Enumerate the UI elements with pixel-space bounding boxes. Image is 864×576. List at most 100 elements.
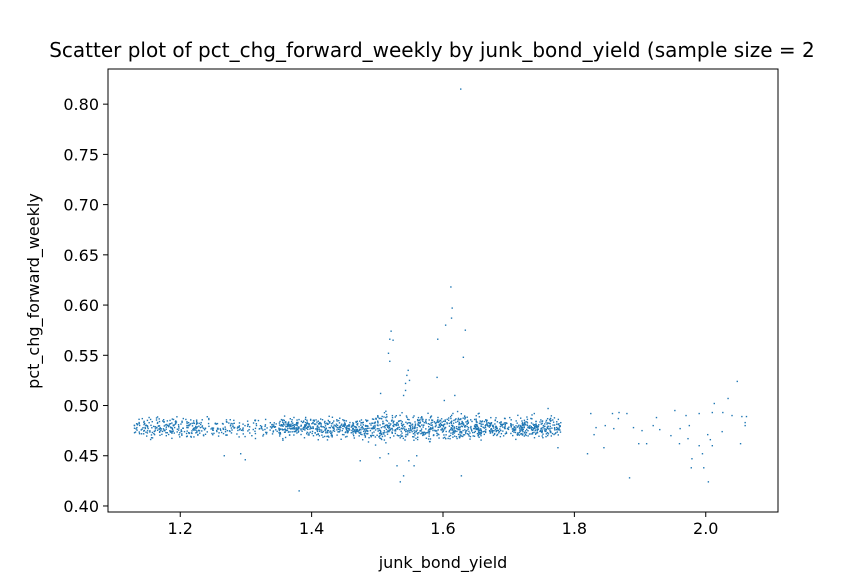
scatter-point [387, 352, 390, 354]
scatter-point [402, 475, 405, 477]
scatter-point [391, 420, 393, 422]
scatter-point [318, 430, 321, 433]
scatter-point [302, 420, 305, 422]
scatter-point [659, 428, 661, 431]
scatter-point [219, 428, 221, 430]
scatter-point [414, 425, 416, 428]
scatter-point [744, 421, 746, 424]
scatter-point [388, 426, 391, 429]
scatter-point [281, 424, 284, 427]
scatter-point [406, 416, 408, 419]
scatter-point [320, 429, 323, 431]
scatter-point [312, 426, 314, 428]
scatter-point [439, 426, 441, 428]
scatter-point [417, 416, 420, 419]
scatter-point [191, 422, 193, 425]
scatter-point [523, 419, 526, 422]
scatter-point [202, 427, 205, 429]
scatter-point [146, 424, 148, 427]
scatter-point [485, 421, 488, 423]
scatter-point [362, 439, 364, 441]
scatter-point [416, 427, 418, 429]
scatter-point [526, 422, 529, 424]
scatter-point [538, 435, 540, 437]
scatter-point [464, 424, 467, 427]
scatter-point [687, 437, 689, 440]
scatter-point [431, 419, 434, 421]
scatter-point [180, 423, 182, 425]
scatter-point [179, 436, 181, 438]
scatter-point [401, 424, 404, 426]
scatter-point [166, 420, 169, 422]
scatter-point [474, 430, 477, 433]
scatter-point [135, 423, 138, 425]
scatter-point [360, 419, 363, 421]
scatter-point [169, 419, 171, 422]
scatter-point [358, 428, 361, 431]
scatter-point [366, 433, 369, 435]
scatter-point [438, 426, 440, 428]
scatter-point [346, 427, 348, 429]
scatter-point [554, 432, 556, 435]
scatter-point [475, 420, 477, 422]
scatter-point [293, 427, 296, 429]
scatter-point [383, 439, 386, 441]
scatter-point [466, 433, 469, 435]
scatter-point [430, 426, 432, 429]
scatter-point [460, 475, 463, 477]
scatter-point [476, 425, 479, 428]
scatter-point [360, 431, 362, 434]
scatter-point [441, 428, 444, 430]
scatter-point [368, 427, 370, 429]
scatter-point [358, 429, 360, 432]
scatter-point [288, 421, 290, 423]
scatter-point [441, 421, 443, 423]
scatter-point [347, 430, 349, 432]
scatter-point [364, 436, 367, 438]
scatter-point [372, 434, 375, 437]
scatter-point [603, 447, 605, 449]
scatter-point [281, 419, 284, 422]
scatter-point [473, 435, 476, 437]
scatter-point [530, 422, 533, 424]
scatter-point [487, 422, 490, 424]
scatter-point [501, 424, 503, 426]
scatter-point [391, 414, 394, 417]
scatter-point [154, 428, 157, 430]
scatter-point [553, 428, 556, 430]
scatter-point [400, 434, 402, 436]
scatter-point [215, 429, 218, 432]
scatter-point [514, 429, 516, 432]
scatter-point [326, 429, 329, 432]
scatter-point [484, 425, 487, 427]
scatter-point [533, 431, 535, 434]
scatter-point [480, 435, 482, 437]
scatter-point [309, 419, 312, 421]
scatter-point [355, 421, 357, 424]
scatter-point [176, 431, 178, 433]
scatter-point [387, 430, 389, 433]
scatter-point [457, 433, 460, 436]
scatter-point [146, 419, 149, 422]
scatter-point [545, 433, 548, 435]
scatter-point [466, 416, 468, 418]
scatter-point [333, 430, 336, 432]
scatter-point [461, 421, 463, 423]
scatter-point [537, 425, 540, 428]
scatter-point [707, 481, 710, 483]
scatter-point [492, 427, 495, 429]
scatter-point [442, 437, 445, 439]
scatter-point [395, 423, 397, 426]
scatter-point [167, 433, 170, 436]
scatter-point [355, 432, 357, 434]
scatter-point [356, 420, 359, 423]
scatter-point [493, 432, 496, 435]
scatter-point [439, 419, 441, 422]
scatter-point [328, 426, 330, 429]
scatter-point [698, 412, 700, 415]
scatter-point [495, 429, 497, 432]
scatter-point [461, 425, 464, 428]
scatter-point [200, 421, 202, 424]
scatter-point [527, 426, 529, 429]
scatter-point [312, 421, 314, 424]
